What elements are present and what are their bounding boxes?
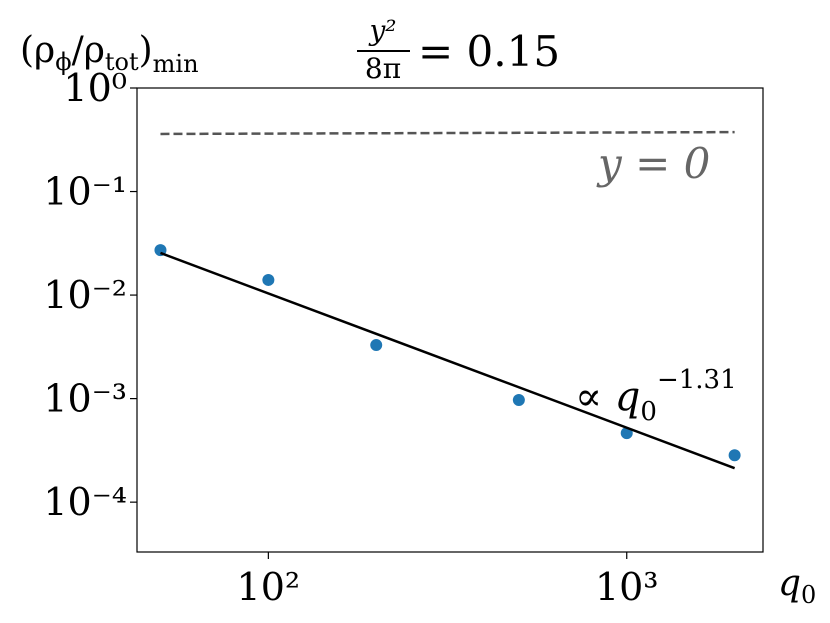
x-axis-label: q0: [778, 563, 816, 609]
y-tick-label: 10⁻¹: [43, 170, 127, 214]
fit-annotation: ∝ q0−1.31: [575, 365, 737, 427]
title-numerator: y²: [367, 14, 396, 47]
title-denominator: 8π: [365, 52, 401, 85]
y-tick-label: 10⁻²: [43, 273, 127, 317]
title-value: = 0.15: [418, 27, 560, 76]
x-tick-label: 10²: [237, 565, 301, 609]
y-tick-label: 10⁰: [63, 66, 127, 110]
y-axis-label: (ρϕ/ρtot)min: [20, 30, 199, 78]
reference-line: [160, 130, 735, 136]
reference-annotation: y = 0: [596, 139, 710, 188]
data-point: [728, 449, 741, 462]
data-point: [512, 393, 525, 406]
chart-title: y² 8π = 0.15: [357, 14, 560, 85]
y-tick-label: 10⁻⁴: [43, 480, 127, 524]
data-point: [262, 273, 275, 286]
x-tick-label: 10³: [595, 565, 659, 609]
y-tick-label: 10⁻³: [43, 377, 127, 421]
plot-frame: [136, 87, 764, 553]
fit-line: [160, 251, 736, 470]
data-point: [370, 339, 383, 352]
